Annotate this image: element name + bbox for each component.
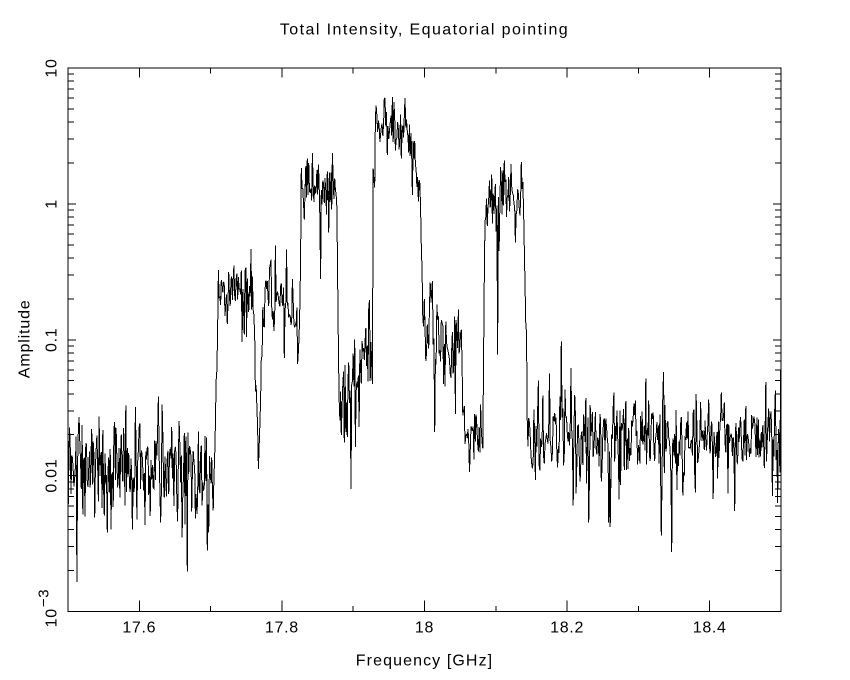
svg-text:Frequency [GHz]: Frequency [GHz]	[356, 653, 493, 670]
svg-text:10: 10	[44, 58, 61, 77]
svg-text:18.4: 18.4	[693, 620, 727, 637]
svg-text:0.01: 0.01	[44, 459, 61, 493]
svg-text:18: 18	[415, 620, 434, 637]
svg-text:Amplitude: Amplitude	[17, 299, 34, 378]
svg-text:17.8: 17.8	[265, 620, 299, 637]
svg-text:0.1: 0.1	[44, 328, 61, 352]
svg-text:Total Intensity, Equatorial po: Total Intensity, Equatorial pointing	[280, 21, 569, 38]
svg-text:17.6: 17.6	[122, 620, 156, 637]
svg-text:18.2: 18.2	[550, 620, 584, 637]
svg-text:1: 1	[44, 199, 61, 209]
